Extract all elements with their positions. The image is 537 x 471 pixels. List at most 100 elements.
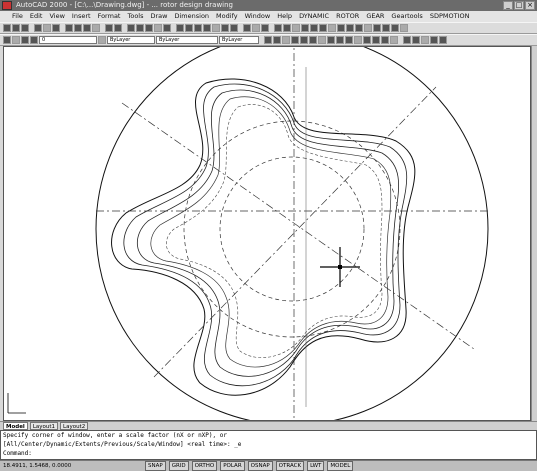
lineweight-dropdown[interactable]: ByLayer	[219, 36, 259, 44]
tab-model[interactable]: Model	[3, 422, 28, 430]
otrack-toggle[interactable]: OTRACK	[275, 461, 305, 471]
snap-toggle[interactable]: SNAP	[145, 461, 166, 471]
undo-icon[interactable]	[105, 24, 113, 32]
menu-draw[interactable]: Draw	[150, 12, 168, 20]
menu-modify[interactable]: Modify	[216, 12, 238, 20]
tab-layout2[interactable]: Layout2	[60, 422, 89, 430]
menu-help[interactable]: Help	[277, 12, 293, 20]
modify-mirror-icon[interactable]	[282, 36, 290, 44]
menu-rotor[interactable]: ROTOR	[336, 12, 360, 20]
menu-edit[interactable]: Edit	[29, 12, 43, 20]
dim-style-icon[interactable]	[439, 36, 447, 44]
hyperlink-icon[interactable]	[127, 24, 135, 32]
hatch-icon[interactable]	[382, 24, 390, 32]
zoom-window-icon[interactable]	[194, 24, 202, 32]
minimize-button[interactable]: _	[503, 1, 513, 10]
menu-tools[interactable]: Tools	[127, 12, 144, 20]
line-icon[interactable]	[274, 24, 282, 32]
menu-file[interactable]: File	[12, 12, 23, 20]
modify-trim-icon[interactable]	[345, 36, 353, 44]
insert-block-icon[interactable]	[355, 24, 363, 32]
color-dropdown[interactable]: ByLayer	[107, 36, 155, 44]
layer-freeze-icon[interactable]	[21, 36, 29, 44]
cut-icon[interactable]	[65, 24, 73, 32]
rotor-tool-1-icon[interactable]	[243, 24, 251, 32]
menu-dimension[interactable]: Dimension	[174, 12, 210, 20]
modify-break-icon[interactable]	[363, 36, 371, 44]
pan-icon[interactable]	[176, 24, 184, 32]
modify-explode-icon[interactable]	[390, 36, 398, 44]
linetype-dropdown[interactable]: ByLayer	[156, 36, 218, 44]
modify-chamfer-icon[interactable]	[372, 36, 380, 44]
properties-icon[interactable]	[212, 24, 220, 32]
view-icon[interactable]	[163, 24, 171, 32]
menu-insert[interactable]: Insert	[71, 12, 91, 20]
construction-line-icon[interactable]	[283, 24, 291, 32]
new-icon[interactable]	[3, 24, 11, 32]
dim-linear-icon[interactable]	[403, 36, 411, 44]
modify-offset-icon[interactable]	[291, 36, 299, 44]
spell-icon[interactable]	[52, 24, 60, 32]
ortho-toggle[interactable]: ORTHO	[191, 461, 218, 471]
ucs-icon[interactable]	[145, 24, 153, 32]
spline-icon[interactable]	[337, 24, 345, 32]
polygon-icon[interactable]	[301, 24, 309, 32]
arc-icon[interactable]	[319, 24, 327, 32]
ellipse-icon[interactable]	[346, 24, 354, 32]
modify-stretch-icon[interactable]	[336, 36, 344, 44]
modify-copy-icon[interactable]	[273, 36, 281, 44]
help-icon[interactable]	[230, 24, 238, 32]
print-icon[interactable]	[34, 24, 42, 32]
zoom-previous-icon[interactable]	[203, 24, 211, 32]
vertical-scrollbar[interactable]	[531, 46, 537, 421]
dim-angular-icon[interactable]	[430, 36, 438, 44]
rotor-tool-2-icon[interactable]	[252, 24, 260, 32]
close-button[interactable]: ×	[525, 1, 535, 10]
point-icon[interactable]	[373, 24, 381, 32]
menu-sdpmotion[interactable]: SDPMOTION	[429, 12, 470, 20]
modify-rotate-icon[interactable]	[318, 36, 326, 44]
menu-geartools[interactable]: Geartools	[391, 12, 423, 20]
copy-icon[interactable]	[74, 24, 82, 32]
menu-view[interactable]: View	[49, 12, 65, 20]
open-icon[interactable]	[12, 24, 20, 32]
redo-icon[interactable]	[114, 24, 122, 32]
layer-lock-icon[interactable]	[30, 36, 38, 44]
app-icon[interactable]	[2, 1, 12, 10]
region-icon[interactable]	[391, 24, 399, 32]
preview-icon[interactable]	[43, 24, 51, 32]
menu-window[interactable]: Window	[244, 12, 271, 20]
menu-dynamic[interactable]: DYNAMIC	[299, 12, 330, 20]
model-toggle[interactable]: MODEL	[327, 461, 354, 471]
maximize-button[interactable]: □	[514, 1, 524, 10]
osnap-icon[interactable]	[136, 24, 144, 32]
modify-erase-icon[interactable]	[264, 36, 272, 44]
modify-move-icon[interactable]	[309, 36, 317, 44]
tab-layout1[interactable]: Layout1	[29, 422, 59, 430]
modify-array-icon[interactable]	[300, 36, 308, 44]
command-window[interactable]: Specify corner of window, enter a scale …	[0, 430, 537, 460]
drawing-area[interactable]	[3, 46, 531, 421]
rotor-tool-3-icon[interactable]	[261, 24, 269, 32]
osnap-toggle[interactable]: OSNAP	[247, 461, 273, 471]
paste-icon[interactable]	[83, 24, 91, 32]
grid-toggle[interactable]: GRID	[168, 461, 189, 471]
make-current-icon[interactable]	[98, 36, 106, 44]
mtext-icon[interactable]	[400, 24, 408, 32]
menu-format[interactable]: Format	[97, 12, 121, 20]
layers-icon[interactable]	[3, 36, 11, 44]
match-properties-icon[interactable]	[92, 24, 100, 32]
zoom-realtime-icon[interactable]	[185, 24, 193, 32]
command-prompt[interactable]: Command:	[3, 450, 32, 457]
modify-extend-icon[interactable]	[354, 36, 362, 44]
dim-radius-icon[interactable]	[421, 36, 429, 44]
save-icon[interactable]	[21, 24, 29, 32]
layer-dropdown[interactable]: 0	[39, 36, 97, 44]
polar-toggle[interactable]: POLAR	[220, 461, 245, 471]
rectangle-icon[interactable]	[310, 24, 318, 32]
lwt-toggle[interactable]: LWT	[307, 461, 325, 471]
dim-aligned-icon[interactable]	[412, 36, 420, 44]
modify-scale-icon[interactable]	[327, 36, 335, 44]
modify-fillet-icon[interactable]	[381, 36, 389, 44]
layer-state-icon[interactable]	[12, 36, 20, 44]
